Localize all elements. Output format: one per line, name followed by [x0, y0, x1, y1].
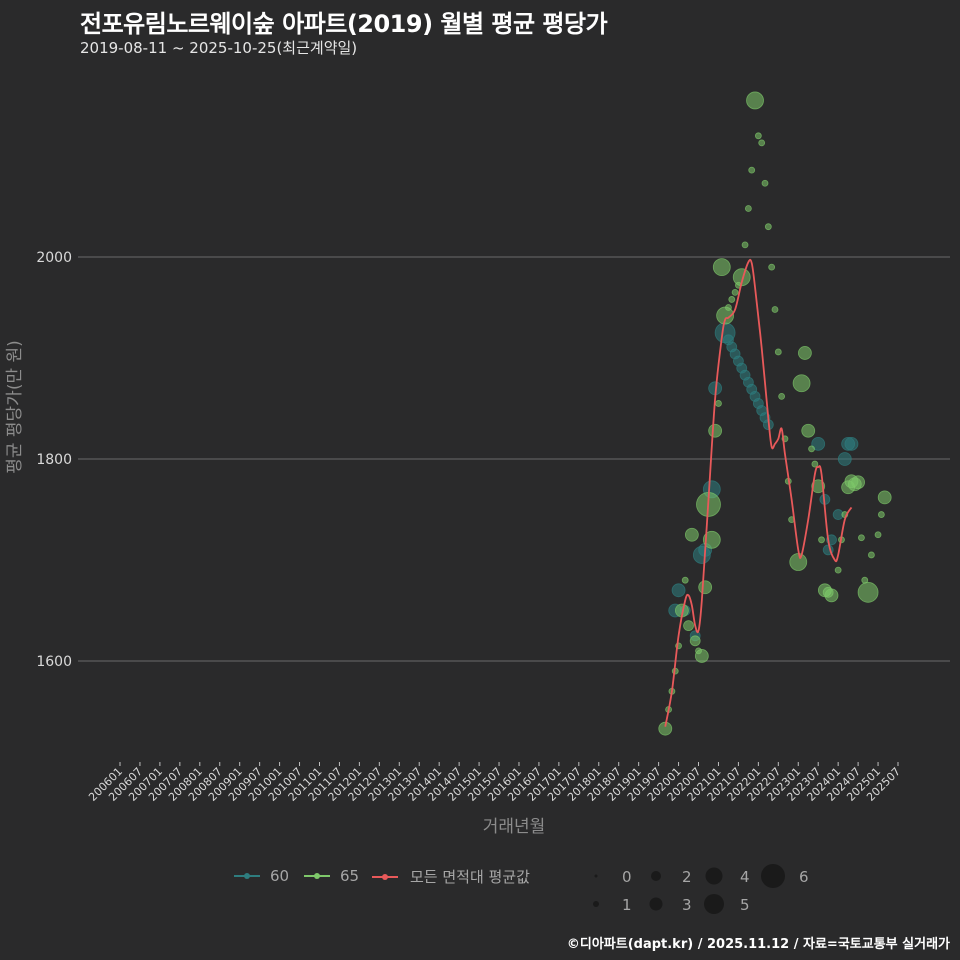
size-legend-circle: [594, 874, 598, 878]
data-point: [851, 475, 866, 490]
data-point: [746, 91, 764, 110]
legend-65-icon: [304, 873, 330, 879]
caption: ©디아파트(dapt.kr) / 2025.11.12 / 자료=국토교통부 실…: [566, 937, 950, 952]
data-point: [725, 304, 732, 311]
legend-item-60: 60: [232, 866, 289, 886]
data-point: [774, 348, 782, 356]
data-point: [728, 296, 736, 303]
data-point: [761, 179, 769, 187]
size-legend-label: 1: [622, 896, 632, 914]
size-legend-label: 3: [682, 896, 692, 914]
data-point: [771, 306, 779, 313]
series-65-points: [658, 91, 892, 736]
size-legend-label: 2: [682, 868, 692, 886]
data-point: [798, 346, 812, 360]
x-axis-title: 거래년월: [483, 817, 546, 837]
data-point: [874, 531, 882, 539]
data-point: [681, 576, 689, 584]
y-axis-title: 평균 평당가(만 원): [5, 340, 25, 474]
data-point: [811, 436, 826, 451]
size-legend-circle: [651, 871, 661, 881]
data-point: [768, 263, 776, 271]
size-legend-label: 4: [740, 868, 750, 886]
data-point: [694, 649, 709, 663]
size-legend-circle: [649, 897, 663, 911]
data-point: [824, 588, 839, 603]
data-point: [689, 635, 701, 647]
data-point: [671, 583, 686, 598]
size-legend-circle: [705, 867, 723, 885]
size-legend-circle: [761, 864, 785, 888]
y-axis-ticks: 1600 1800 2000: [36, 250, 72, 670]
grid-lines: [78, 256, 950, 662]
size-legend-label: 6: [799, 868, 809, 886]
legend-item-65: 65: [302, 866, 359, 886]
data-point: [731, 288, 739, 296]
data-point: [708, 423, 723, 438]
average-line: [664, 258, 853, 727]
data-point: [758, 139, 766, 147]
legend-average-icon: [372, 873, 398, 880]
data-point: [808, 445, 815, 453]
data-point: [834, 566, 842, 574]
data-point: [858, 534, 865, 542]
size-legend-label: 0: [622, 868, 632, 886]
data-point: [811, 479, 826, 494]
data-point: [801, 423, 816, 438]
data-point: [868, 551, 875, 559]
data-point: [754, 132, 762, 140]
size-legend-label: 5: [740, 896, 750, 914]
y-tick-label: 1600: [36, 654, 72, 670]
data-point: [748, 166, 756, 174]
size-legend-circle: [593, 901, 599, 907]
y-tick-label: 1800: [36, 452, 72, 468]
data-point: [778, 392, 786, 400]
data-point: [715, 400, 722, 407]
y-tick-label: 2000: [36, 250, 72, 266]
x-axis-ticks: 2006012006072007012007072008012008072009…: [86, 762, 903, 804]
data-point: [683, 620, 694, 632]
data-point: [764, 223, 772, 231]
data-point: [702, 530, 721, 549]
size-legend-circle: [704, 894, 724, 914]
page-subtitle: 2019-08-11 ~ 2025-10-25(최근계약일): [80, 39, 358, 57]
data-point: [744, 205, 752, 212]
data-point: [837, 452, 852, 466]
data-point: [792, 374, 811, 393]
data-point: [857, 581, 879, 603]
size-legend: 0 1 2 3 4 5 6: [593, 864, 809, 914]
page-title: 전포유림노르웨이숲 아파트(2019) 월별 평균 평당가: [80, 10, 608, 38]
data-point: [877, 511, 885, 518]
data-point: [684, 527, 699, 542]
legend-60-icon: [234, 873, 260, 879]
data-point: [844, 436, 859, 451]
data-point: [811, 460, 819, 468]
data-point: [741, 241, 749, 249]
data-point: [877, 490, 892, 505]
data-point: [698, 580, 713, 595]
data-point: [712, 258, 731, 277]
data-point: [789, 553, 808, 571]
data-point: [818, 536, 825, 544]
legend-item-average: 모든 면적대 평균값: [370, 866, 530, 887]
